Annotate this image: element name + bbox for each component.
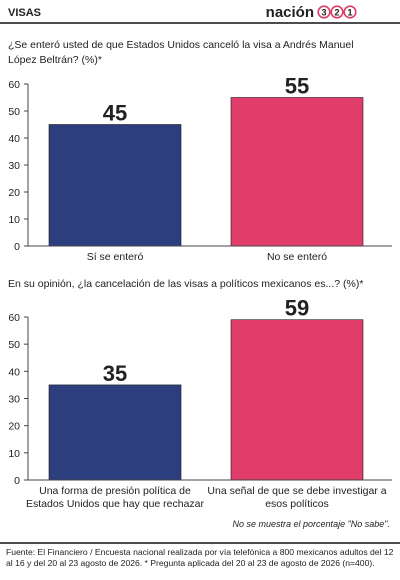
x-tick-label: Una forma de presión política de Estados … — [26, 485, 205, 510]
logo-digit: 3 — [321, 8, 326, 18]
y-tick-label: 20 — [8, 187, 20, 199]
y-tick-label: 60 — [8, 312, 20, 324]
y-tick-label: 40 — [8, 366, 20, 378]
y-tick-label: 0 — [14, 475, 20, 487]
logo-digit: 2 — [334, 8, 339, 18]
value-label: 55 — [285, 74, 309, 99]
value-label: 45 — [103, 101, 127, 126]
y-tick-label: 50 — [8, 339, 20, 351]
logo-circle — [317, 5, 331, 19]
x-tick-label: No se enteró — [267, 251, 327, 263]
y-tick-label: 30 — [8, 394, 20, 406]
bar — [230, 319, 364, 481]
chart-title: ¿Se enteró usted de que Estados Unidos c… — [8, 39, 354, 66]
value-label: 35 — [103, 361, 127, 386]
y-tick-label: 10 — [8, 448, 20, 460]
section-label: VISAS — [8, 7, 41, 19]
y-tick-label: 0 — [14, 241, 20, 253]
logo: nación — [266, 4, 314, 21]
logo-circle — [330, 5, 344, 19]
logo-circle — [343, 5, 357, 19]
note: No se muestra el porcentaje "No sabe". — [233, 519, 390, 529]
bar — [48, 124, 182, 247]
y-tick-label: 20 — [8, 421, 20, 433]
value-label: 59 — [285, 296, 309, 321]
logo-digit: 1 — [347, 8, 352, 18]
y-tick-label: 60 — [8, 79, 20, 91]
y-tick-label: 10 — [8, 214, 20, 226]
chart-title: En su opinión, ¿la cancelación de las vi… — [8, 278, 363, 290]
y-tick-label: 30 — [8, 160, 20, 172]
x-tick-label: Sí se enteró — [87, 251, 144, 263]
bar — [48, 384, 182, 481]
y-tick-label: 50 — [8, 106, 20, 118]
source: Fuente: El Financiero / Encuesta naciona… — [6, 547, 394, 568]
bar — [230, 97, 364, 247]
y-tick-label: 40 — [8, 133, 20, 145]
x-tick-label: Una señal de que se debe investigar a eso… — [207, 485, 386, 510]
